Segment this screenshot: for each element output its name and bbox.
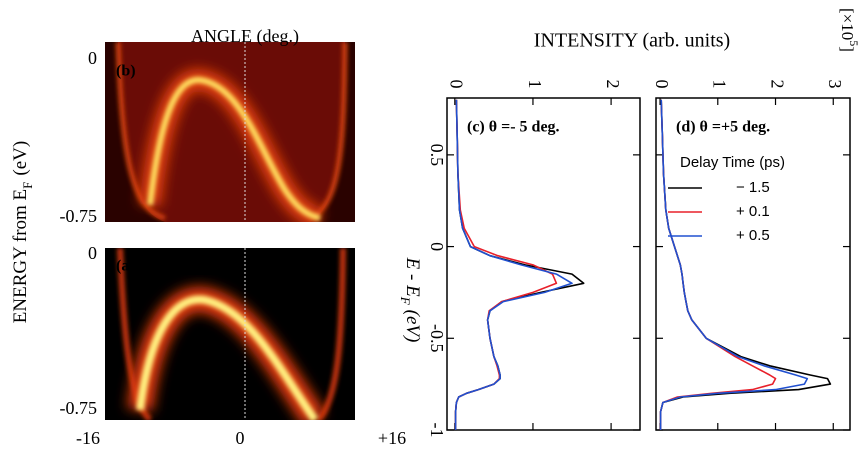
scale-label-part: [×10 (838, 8, 857, 40)
energy-tick-label: 0 (427, 242, 447, 251)
y-axis-label-part: (eV) (10, 141, 31, 176)
intensity-tick-label: 1 (525, 80, 545, 89)
legend-title: Delay Time (ps) (680, 154, 785, 171)
arpes-image-a (105, 248, 355, 420)
scale-label-part: 5 (847, 40, 861, 46)
x-tick-label: -16 (76, 428, 100, 448)
energy-tick-label: 0.5 (427, 144, 447, 167)
scale-label: [×105] (838, 8, 861, 52)
intensity-curve (659, 99, 777, 430)
energy-axis-label-part: E - E (402, 257, 423, 297)
intensity-curve (659, 99, 832, 430)
intensity-curve (659, 99, 809, 430)
intensity-curve (454, 99, 573, 430)
legend-label: + 0.5 (736, 227, 770, 244)
energy-axis-label-part: F (398, 296, 413, 306)
intensity-tick-label: 3 (825, 80, 845, 89)
legend-label: + 0.1 (736, 203, 770, 220)
arpes-image-b (105, 42, 355, 222)
y-tick-label: 0 (88, 48, 97, 68)
intensity-tick-label: 1 (710, 80, 730, 89)
intensity-tick-label: 0 (447, 80, 467, 89)
intensity-tick-label: 0 (652, 80, 672, 89)
y-axis-label: ENERGY from EF (eV) (10, 141, 35, 323)
y-axis-label-part: F (20, 182, 35, 189)
intensity-tick-label: 2 (767, 80, 787, 89)
panel-label: (a) (116, 258, 135, 275)
y-tick-label: -0.75 (60, 206, 98, 226)
energy-axis-label: E - EF (eV) (398, 257, 423, 343)
energy-tick-label: -1 (427, 423, 447, 438)
energy-axis-label-part: (eV) (402, 310, 423, 343)
panel-label: (d) θ =+5 deg. (676, 119, 770, 136)
panel-label: (b) (116, 63, 136, 80)
legend-label: − 1.5 (736, 179, 770, 196)
x-axis-label: INTENSITY (arb. units) (534, 30, 730, 52)
panel-label: (c) θ =- 5 deg. (467, 119, 560, 136)
intensity-curve (454, 99, 558, 430)
y-tick-label: 0 (88, 243, 97, 263)
scale-label-part: ] (838, 46, 857, 52)
plot-frame (446, 97, 641, 431)
x-tick-label: +16 (378, 428, 406, 448)
x-tick-label: 0 (236, 428, 245, 448)
plot-frame (655, 97, 851, 431)
y-axis-label-part: ENERGY from E (10, 189, 31, 323)
energy-tick-label: -0.5 (427, 324, 447, 353)
y-tick-label: -0.75 (60, 398, 98, 418)
intensity-tick-label: 2 (603, 80, 623, 89)
x-axis-label: ANGLE (deg.) (191, 26, 299, 47)
